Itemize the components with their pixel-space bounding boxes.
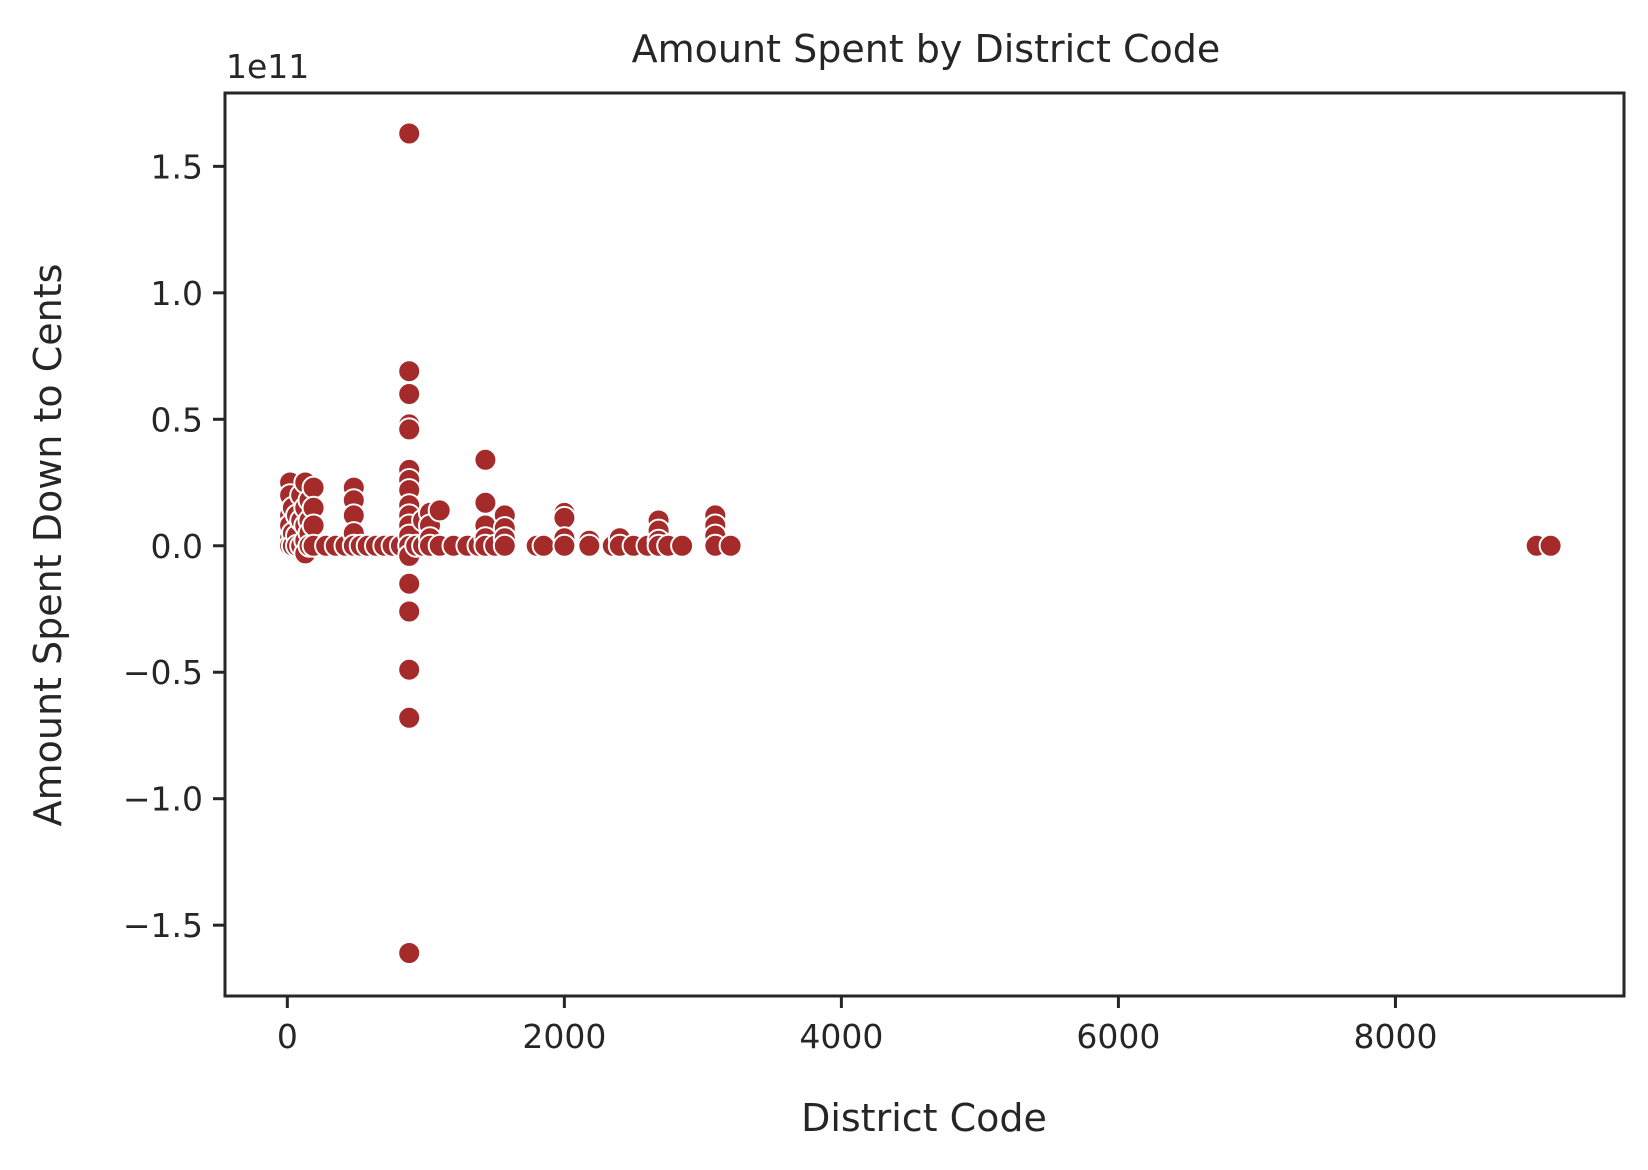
data-point	[397, 571, 422, 596]
axis-ticks: 0 2000 4000 6000 8000 −1.5 −1.0 −0.5 0.0 0.5 1.0 1.…	[123, 147, 1438, 1056]
data-point	[473, 447, 498, 472]
x-tick-label: 8000	[1353, 1017, 1437, 1056]
x-axis-label: District Code	[801, 1096, 1047, 1140]
chart-title: Amount Spent by District Code	[632, 27, 1221, 71]
y-tick-label: −0.5	[123, 653, 203, 692]
data-point	[397, 359, 422, 384]
data-point	[718, 533, 743, 558]
data-point	[552, 533, 577, 558]
data-point	[552, 505, 577, 530]
data-point	[577, 533, 602, 558]
data-point	[397, 121, 422, 146]
data-point	[492, 533, 517, 558]
y-tick-label: 1.0	[151, 274, 203, 313]
data-point	[397, 941, 422, 965]
y-axis-offset-label: 1e11	[226, 47, 309, 86]
x-tick-label: 6000	[1076, 1017, 1160, 1056]
data-point	[301, 513, 326, 538]
y-tick-label: 0.0	[151, 527, 203, 566]
data-point	[670, 533, 695, 558]
plot-frame	[223, 91, 1626, 998]
data-point	[1538, 533, 1563, 558]
data-point	[427, 498, 452, 523]
data-points	[278, 121, 1563, 965]
data-point	[397, 657, 422, 682]
data-point	[301, 475, 326, 500]
data-point	[397, 705, 422, 730]
x-tick-label: 4000	[799, 1017, 883, 1056]
data-point	[397, 417, 422, 442]
y-tick-label: −1.5	[123, 906, 203, 945]
data-point	[473, 490, 498, 515]
y-tick-label: −1.0	[123, 780, 203, 819]
x-tick-label: 2000	[522, 1017, 606, 1056]
y-tick-label: 0.5	[151, 400, 203, 439]
data-point	[531, 533, 556, 558]
data-point	[397, 382, 422, 406]
data-point	[397, 599, 422, 624]
y-axis-label: Amount Spent Down to Cents	[26, 264, 70, 827]
y-tick-label: 1.5	[151, 147, 203, 186]
x-tick-label: 0	[277, 1017, 298, 1056]
